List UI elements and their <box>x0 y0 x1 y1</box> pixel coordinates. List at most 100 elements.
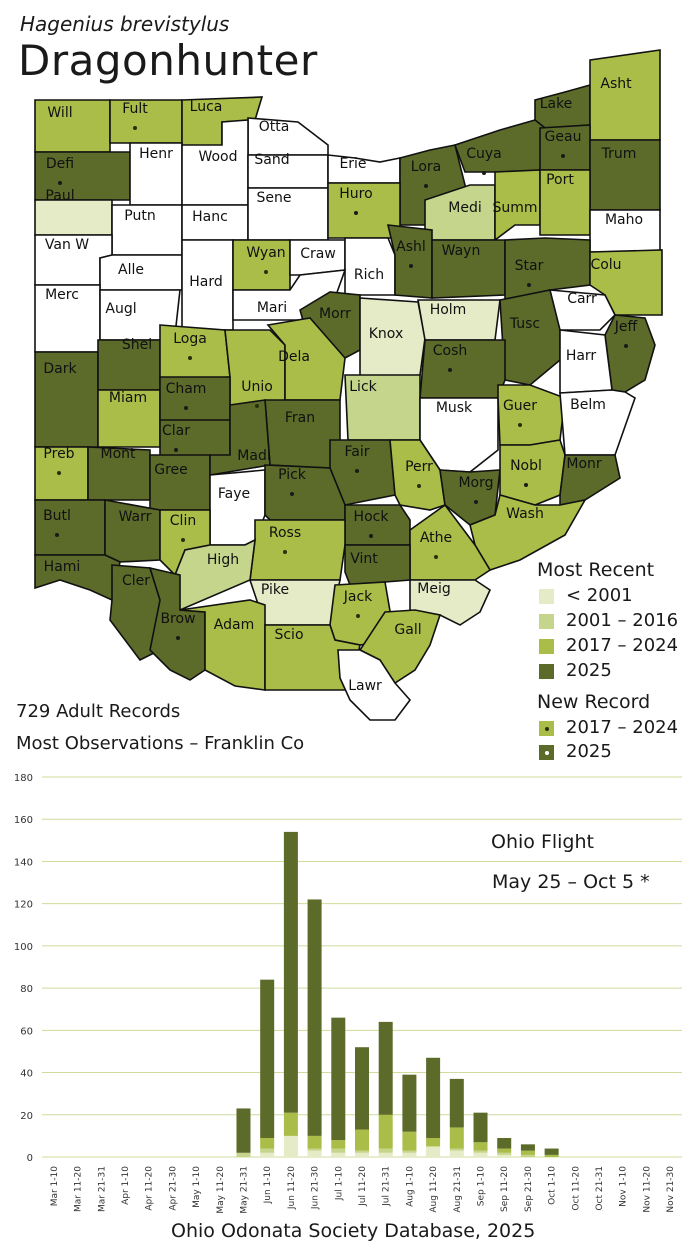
bar-jun-11-20-y2017_2024 <box>283 1112 298 1136</box>
legend-swatch-2001 <box>539 589 554 604</box>
county-label-erie: Erie <box>339 156 366 172</box>
county-guer[interactable] <box>497 384 566 446</box>
x-tick-label: Aug 11-20 <box>429 1166 439 1213</box>
bar-jun-11-20-pre2001 <box>283 1135 298 1157</box>
ohio-county-map: Will Fult Luca Otta Lake Asht Defi Henr Wood Sand… <box>34 49 663 721</box>
county-label-monr: Monr <box>566 456 602 472</box>
county-summ[interactable] <box>494 169 541 242</box>
legend-dot-2025 <box>545 751 549 755</box>
y-tick-label: 20 <box>20 1111 33 1122</box>
county-label-lora: Lora <box>411 159 441 175</box>
county-label-wayn: Wayn <box>442 243 481 259</box>
county-label-cuya: Cuya <box>466 146 502 162</box>
county-label-pick: Pick <box>278 467 307 483</box>
bar-jul-1-10-pre2001 <box>331 1152 346 1157</box>
new-record-dot-wyan <box>264 270 268 274</box>
county-label-mont: Mont <box>100 446 136 462</box>
bar-aug-21-31-pre2001 <box>449 1150 464 1157</box>
county-knox[interactable] <box>359 297 426 379</box>
x-tick-label: Sep 21-30 <box>524 1166 534 1212</box>
new-record-dot-fair <box>355 469 359 473</box>
county-label-athe: Athe <box>420 530 452 546</box>
county-perr[interactable] <box>389 439 446 511</box>
county-fair[interactable] <box>329 439 396 506</box>
county-label-holm: Holm <box>430 302 467 318</box>
bar-aug-1-10-pre2001 <box>402 1152 417 1157</box>
county-label-will: Will <box>47 105 72 121</box>
legend-label-2001-2016: 2001 – 2016 <box>566 610 679 631</box>
x-tick-label: Jul 11-20 <box>358 1166 368 1207</box>
bar-jun-1-10-y2001_2016 <box>260 1148 275 1153</box>
bar-sep-11-20-pre2001 <box>497 1154 512 1157</box>
new-record-dot-hock <box>369 534 373 538</box>
x-tick-label: May 11-20 <box>216 1166 226 1214</box>
bar-sep-21-30-y2025 <box>520 1144 535 1151</box>
county-carr[interactable] <box>548 289 616 331</box>
county-hami[interactable] <box>34 554 121 602</box>
bar-aug-1-10-y2017_2024 <box>402 1131 417 1151</box>
county-high[interactable] <box>174 538 256 612</box>
bar-jul-1-10-y2001_2016 <box>331 1148 346 1153</box>
x-tick-label: Nov 11-20 <box>642 1166 652 1213</box>
county-label-miam: Miam <box>109 390 147 406</box>
county-label-guer: Guer <box>503 398 537 414</box>
x-tick-label: Oct 21-31 <box>595 1166 605 1211</box>
county-label-hanc: Hanc <box>192 209 228 225</box>
bar-jun-1-10-pre2001 <box>260 1152 275 1157</box>
county-label-mari: Mari <box>257 300 287 316</box>
y-tick-label: 40 <box>20 1069 33 1080</box>
x-tick-label: Jun 1-10 <box>263 1166 273 1205</box>
county-label-port: Port <box>546 172 574 188</box>
bar-jun-21-30-y2001_2016 <box>307 1148 322 1151</box>
new-record-dot-jeff <box>624 344 628 348</box>
county-label-vint: Vint <box>350 551 378 567</box>
county-label-perr: Perr <box>405 459 433 475</box>
county-warr[interactable] <box>104 499 161 563</box>
common-name-title: Dragonhunter <box>18 36 318 85</box>
bar-oct-1-10-y2025 <box>544 1148 559 1155</box>
county-label-morg: Morg <box>458 475 493 491</box>
county-label-craw: Craw <box>300 246 336 262</box>
county-label-cler: Cler <box>122 573 150 589</box>
x-tick-label: Sep 11-20 <box>500 1166 510 1212</box>
x-tick-label: Jun 21-30 <box>311 1166 321 1210</box>
county-brow[interactable] <box>148 566 206 681</box>
new-record-dot-lora <box>424 184 428 188</box>
county-adam[interactable] <box>179 599 266 691</box>
new-record-dot-guer <box>518 423 522 427</box>
new-record-dot-ashl <box>409 264 413 268</box>
county-label-preb: Preb <box>43 446 74 462</box>
county-label-geau: Geau <box>545 129 582 145</box>
county-tusc[interactable] <box>499 289 561 386</box>
bar-jul-21-31-pre2001 <box>378 1152 393 1157</box>
bar-aug-11-20-y2017_2024 <box>426 1138 441 1147</box>
county-label-henr: Henr <box>139 146 173 162</box>
county-lawr[interactable] <box>337 649 412 721</box>
new-record-dot-defi <box>58 181 62 185</box>
county-label-loga: Loga <box>173 331 207 347</box>
county-ashl[interactable] <box>386 224 433 299</box>
y-axis-ticks: 0 20 40 60 80 100 120 140 160 180 <box>14 773 33 1164</box>
county-label-hami: Hami <box>44 559 81 575</box>
county-label-hock: Hock <box>354 509 390 525</box>
county-label-hard: Hard <box>189 274 223 290</box>
county-label-fran: Fran <box>285 410 315 426</box>
x-tick-label: Aug 21-31 <box>453 1166 463 1213</box>
new-record-dot-athe <box>434 555 438 559</box>
county-label-colu: Colu <box>590 257 621 273</box>
bar-jun-21-30-pre2001 <box>307 1150 322 1157</box>
county-label-scio: Scio <box>274 627 303 643</box>
county-label-cosh: Cosh <box>433 343 468 359</box>
bar-jul-11-20-y2017_2024 <box>355 1129 369 1151</box>
county-label-warr: Warr <box>119 509 152 525</box>
county-label-alle: Alle <box>118 262 144 278</box>
county-label-harr: Harr <box>566 348 597 364</box>
x-tick-label: Jul 21-31 <box>382 1166 392 1207</box>
x-tick-label: Jun 11-20 <box>287 1166 297 1210</box>
county-paul[interactable] <box>34 199 113 236</box>
county-label-trum: Trum <box>601 146 637 162</box>
county-label-shel: Shel <box>122 337 152 353</box>
county-label-high: High <box>207 552 239 568</box>
county-label-otta: Otta <box>259 119 290 135</box>
county-asht[interactable] <box>589 49 661 141</box>
